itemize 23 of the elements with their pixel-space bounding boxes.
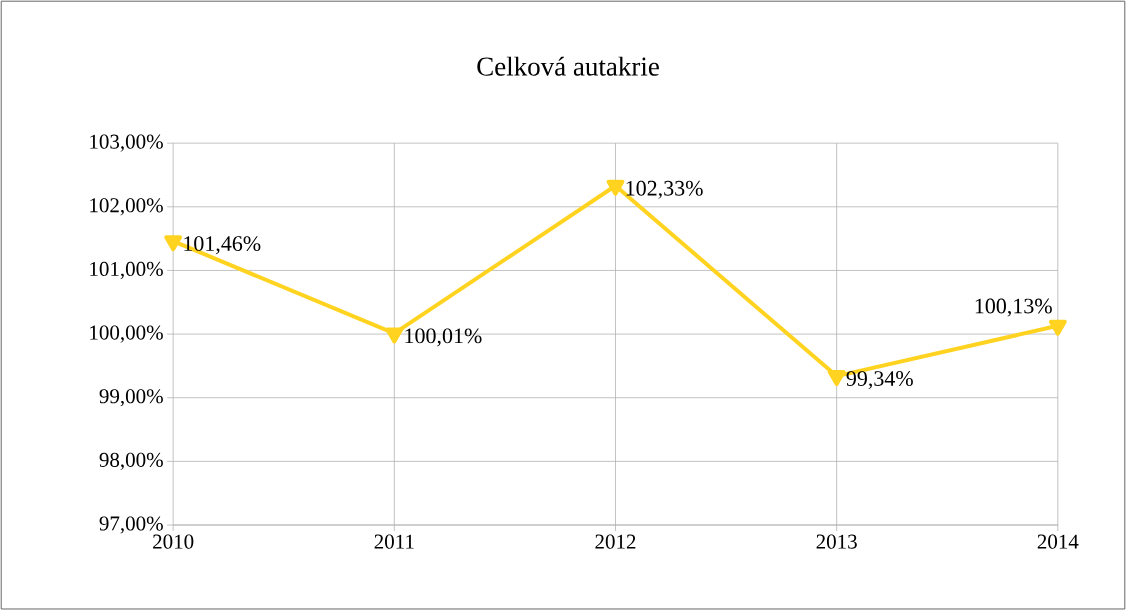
point <box>164 235 183 252</box>
y-tick-label: 103,00% <box>90 134 163 152</box>
y-tick-label: 100,00% <box>90 325 163 343</box>
data-label: 102,33% <box>626 180 703 199</box>
x-tick-label: 2011 <box>374 534 414 549</box>
x-tick-label: 2010 <box>153 534 194 549</box>
y-tick-label: 102,00% <box>90 198 163 216</box>
point <box>827 370 846 386</box>
data-label: 101,46% <box>184 236 261 255</box>
data-label: 100,13% <box>975 298 1052 317</box>
point <box>1048 319 1067 336</box>
x-tick-label: 2014 <box>1037 534 1079 549</box>
x-tick-label: 2012 <box>595 534 636 549</box>
y-tick-label: 97,00% <box>99 516 163 534</box>
x-tick-label: 2013 <box>816 534 857 549</box>
y-tick-label: 98,00% <box>99 452 163 470</box>
chart-title: Celková autakrie <box>477 56 659 76</box>
data-label: 99,34% <box>846 370 913 390</box>
y-tick-label: 101,00% <box>90 261 163 279</box>
y-tick-label: 99,00% <box>99 389 163 407</box>
data-label: 100,01% <box>405 328 482 347</box>
point <box>385 327 404 344</box>
point <box>606 179 625 196</box>
